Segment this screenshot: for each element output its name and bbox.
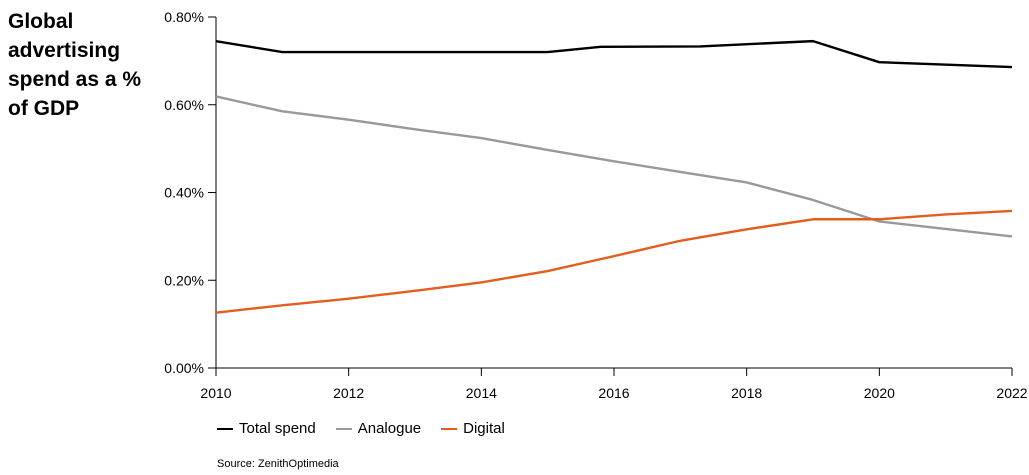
legend-item-digital: Digital (441, 420, 505, 437)
y-tick-label: 0.80% (164, 9, 204, 25)
chart-legend: Total spend Analogue Digital (217, 420, 525, 437)
x-tick-label: 2018 (731, 385, 762, 401)
series-line-analogue (215, 95, 1013, 238)
chart-title: Global advertising spend as a % of GDP (8, 10, 142, 120)
legend-item-total-spend: Total spend (217, 420, 316, 437)
x-tick-label: 2010 (200, 385, 231, 401)
y-tick-label: 0.00% (164, 360, 204, 376)
source-note: Source: ZenithOptimedia (217, 458, 339, 470)
y-tick-label: 0.40% (164, 185, 204, 201)
series-line-digital (215, 209, 1013, 314)
series-lines (215, 39, 1013, 314)
legend-item-analogue: Analogue (335, 420, 422, 437)
legend-swatch (441, 427, 458, 430)
x-tick-label: 2014 (466, 385, 497, 401)
y-tick-label: 0.20% (164, 272, 204, 288)
legend-label: Digital (463, 420, 505, 437)
x-tick-label: 2016 (598, 385, 629, 401)
line-chart: 0.00%0.20%0.40%0.60%0.80% 2010 2012 2014 20… (164, 9, 1028, 401)
y-tick-label: 0.60% (164, 97, 204, 113)
x-tick-label: 2020 (864, 385, 895, 401)
legend-label: Analogue (357, 420, 422, 437)
y-axis: 0.00% 0.20% 0.40% 0.60% 0.80% (164, 9, 217, 376)
x-tick-label: 2022 (996, 385, 1027, 401)
legend-swatch (217, 427, 233, 430)
x-axis: 2010 2012 2014 2016 2018 2020 2022 (200, 367, 1028, 401)
legend-swatch (335, 427, 352, 430)
legend-label: Total spend (239, 420, 316, 437)
x-tick-label: 2012 (333, 385, 364, 401)
series-line-total-spend (215, 39, 1013, 69)
